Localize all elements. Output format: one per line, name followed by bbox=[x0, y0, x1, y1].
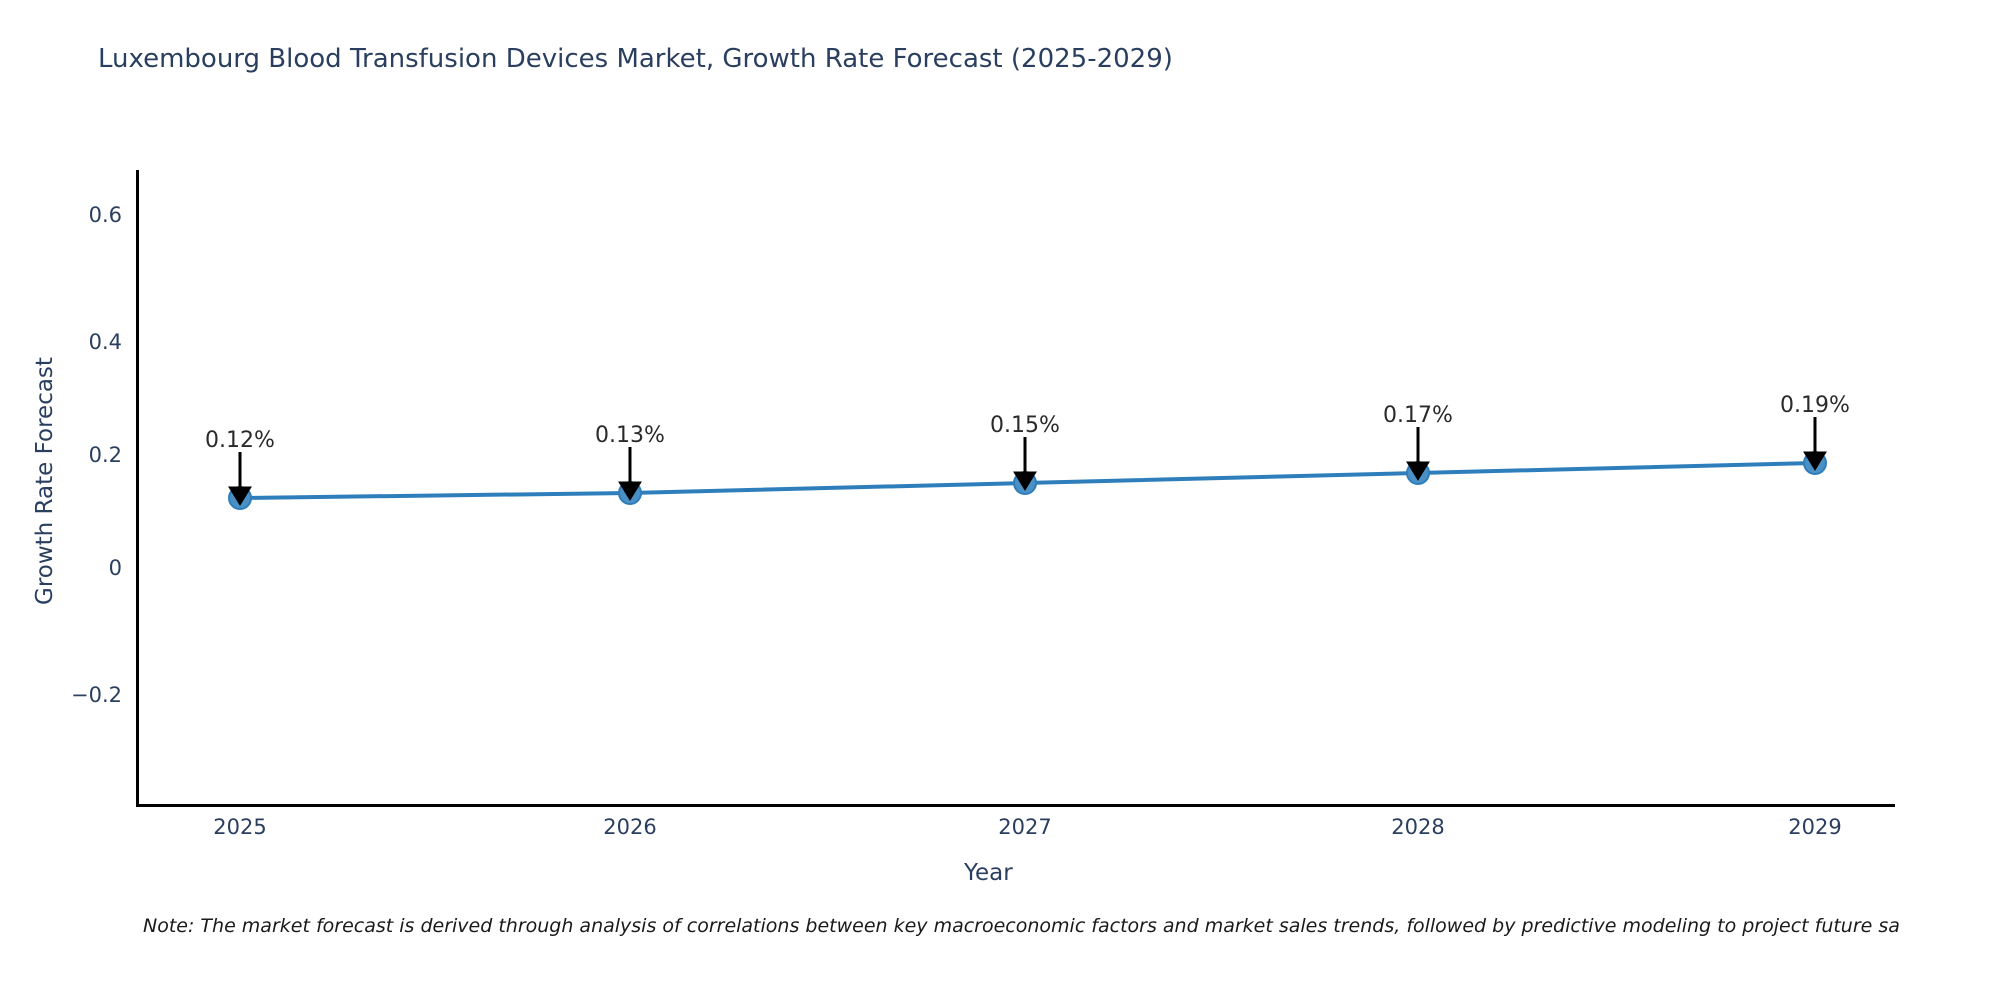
data-point-marker bbox=[1803, 451, 1827, 475]
data-point-label-3: 0.17% bbox=[1383, 403, 1453, 428]
ytick-label-3: 0 bbox=[108, 556, 122, 580]
ytick-label-1: 0.4 bbox=[88, 330, 122, 354]
data-point-label-4: 0.19% bbox=[1780, 393, 1850, 418]
ytick-label-4: −0.2 bbox=[71, 683, 122, 707]
data-point-marker bbox=[618, 481, 642, 505]
chart-footnote: Note: The market forecast is derived thr… bbox=[143, 915, 1900, 937]
data-point-label-2: 0.15% bbox=[990, 413, 1060, 438]
xtick-label-0: 2025 bbox=[213, 815, 267, 839]
data-point-label-1: 0.13% bbox=[595, 423, 665, 448]
xtick-label-4: 2029 bbox=[1788, 815, 1842, 839]
data-point-label-0: 0.12% bbox=[205, 428, 275, 453]
ytick-label-2: 0.2 bbox=[88, 443, 122, 467]
chart-title: Luxembourg Blood Transfusion Devices Mar… bbox=[98, 44, 1173, 74]
data-point-marker bbox=[1406, 461, 1430, 485]
data-point-marker bbox=[1013, 471, 1037, 495]
xtick-label-3: 2028 bbox=[1391, 815, 1445, 839]
xtick-label-2: 2027 bbox=[998, 815, 1052, 839]
data-point-markers bbox=[228, 451, 1827, 510]
xtick-label-1: 2026 bbox=[603, 815, 657, 839]
y-axis-title: Growth Rate Forecast bbox=[32, 357, 58, 605]
annotation-arrows bbox=[228, 417, 1827, 506]
data-point-marker bbox=[228, 486, 252, 510]
ytick-label-0: 0.6 bbox=[88, 203, 122, 227]
x-axis-title: Year bbox=[964, 860, 1013, 886]
